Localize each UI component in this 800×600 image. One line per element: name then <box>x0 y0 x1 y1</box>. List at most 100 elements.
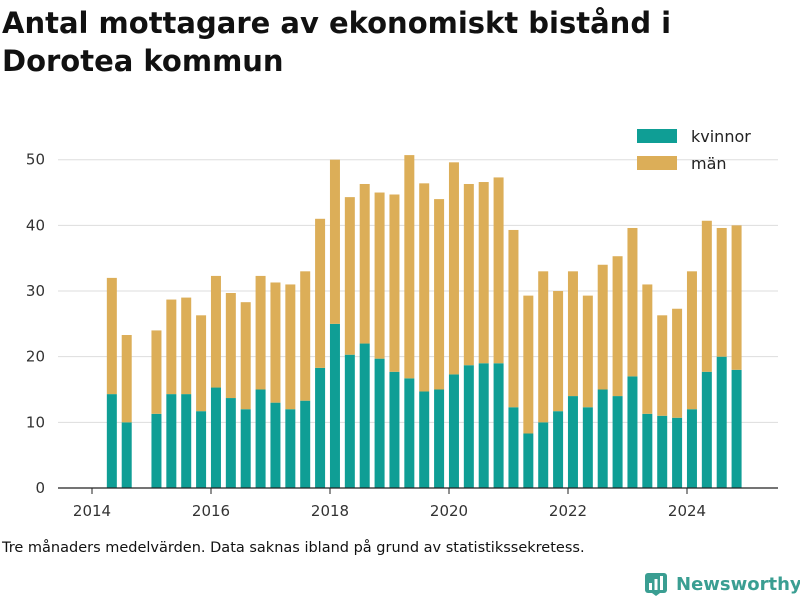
bar-kvinnor <box>389 371 400 488</box>
bar-män <box>448 162 459 375</box>
bar-män <box>300 271 311 401</box>
bar-kvinnor <box>404 378 415 488</box>
bar-kvinnor <box>448 374 459 488</box>
bar-kvinnor <box>538 422 549 488</box>
bar-män <box>672 308 683 418</box>
bar-kvinnor <box>716 356 727 488</box>
x-tick-label: 2024 <box>668 502 706 520</box>
bar-män <box>627 227 638 377</box>
y-tick-label: 50 <box>26 151 45 169</box>
bar-män <box>434 199 445 390</box>
y-tick-label: 0 <box>35 479 45 497</box>
bar-kvinnor <box>344 354 355 488</box>
bar-kvinnor <box>419 391 430 488</box>
legend-swatch <box>637 156 677 170</box>
gridlines <box>58 159 778 423</box>
bar-kvinnor <box>597 389 608 488</box>
bar-män <box>419 183 430 392</box>
bar-kvinnor <box>270 402 281 488</box>
bar-kvinnor <box>686 409 697 488</box>
bar-män <box>106 277 117 395</box>
bar-män <box>404 155 415 379</box>
bar-män <box>374 192 385 359</box>
y-tick-label: 30 <box>26 282 45 300</box>
bar-kvinnor <box>434 389 445 488</box>
bar-kvinnor <box>196 411 207 488</box>
bar-män <box>478 182 489 364</box>
bar-kvinnor <box>612 396 623 488</box>
bar-kvinnor <box>493 363 504 488</box>
bar-kvinnor <box>181 394 192 488</box>
x-tick-label: 2018 <box>311 502 349 520</box>
bar-kvinnor <box>701 371 712 488</box>
bar-kvinnor <box>523 433 534 488</box>
bar-kvinnor <box>225 398 236 488</box>
bar-män <box>121 335 132 423</box>
bar-män <box>493 177 504 364</box>
bar-kvinnor <box>627 376 638 488</box>
chart-title: Antal mottagare av ekonomiskt bistånd i … <box>2 6 672 78</box>
bar-kvinnor <box>642 413 653 488</box>
bar-män <box>686 271 697 410</box>
bar-män <box>389 194 400 372</box>
bar-män <box>582 295 593 408</box>
bar-män <box>597 264 608 390</box>
bar-män <box>359 183 370 344</box>
bar-kvinnor <box>478 363 489 488</box>
bar-kvinnor <box>582 407 593 488</box>
bar-kvinnor <box>106 394 117 488</box>
bar-kvinnor <box>121 422 132 488</box>
bar-män <box>166 299 177 395</box>
legend-swatch <box>637 129 677 143</box>
bar-män <box>716 227 727 357</box>
bar-män <box>731 225 742 370</box>
bar-kvinnor <box>255 389 266 488</box>
bar-kvinnor <box>731 369 742 488</box>
bar-kvinnor <box>285 409 296 488</box>
x-tick-label: 2022 <box>549 502 587 520</box>
bar-kvinnor <box>672 417 683 488</box>
bar-män <box>567 271 578 397</box>
bar-kvinnor <box>210 387 221 488</box>
x-tick-label: 2014 <box>73 502 111 520</box>
bar-män <box>508 229 519 408</box>
bar-män <box>285 284 296 410</box>
bar-kvinnor <box>553 411 564 488</box>
bar-män <box>553 291 564 412</box>
bar-kvinnor <box>657 415 668 488</box>
bar-kvinnor <box>463 365 474 488</box>
bar-män <box>344 197 355 355</box>
bar-kvinnor <box>151 413 162 488</box>
legend-label: kvinnor <box>691 127 751 146</box>
bar-män <box>151 330 162 414</box>
bar-kvinnor <box>315 367 326 488</box>
bar-män <box>196 315 207 412</box>
bar-män <box>538 271 549 423</box>
bar-kvinnor <box>508 407 519 488</box>
bar-kvinnor <box>300 400 311 488</box>
bar-kvinnor <box>240 409 251 488</box>
bar-män <box>612 256 623 397</box>
bars <box>106 155 742 488</box>
bar-kvinnor <box>359 343 370 488</box>
bar-män <box>315 218 326 368</box>
bar-kvinnor <box>567 396 578 488</box>
x-axis: 2014 2016 2018 2020 2022 2024 <box>73 488 706 520</box>
bar-män <box>657 315 668 416</box>
legend-label: män <box>691 154 727 173</box>
brand-name: Newsworthy <box>676 573 800 595</box>
bar-män <box>225 292 236 399</box>
legend: kvinnor män <box>637 127 751 173</box>
y-tick-label: 40 <box>26 216 45 234</box>
bar-män <box>329 159 340 324</box>
bar-män <box>270 282 281 403</box>
x-tick-label: 2016 <box>192 502 230 520</box>
chart-caption: Tre månaders medelvärden. Data saknas ib… <box>2 540 585 556</box>
y-tick-label: 20 <box>26 348 45 366</box>
bar-kvinnor <box>374 358 385 488</box>
bar-män <box>463 183 474 366</box>
bar-män <box>181 297 192 395</box>
bar-män <box>210 275 221 388</box>
bar-män <box>240 302 251 410</box>
